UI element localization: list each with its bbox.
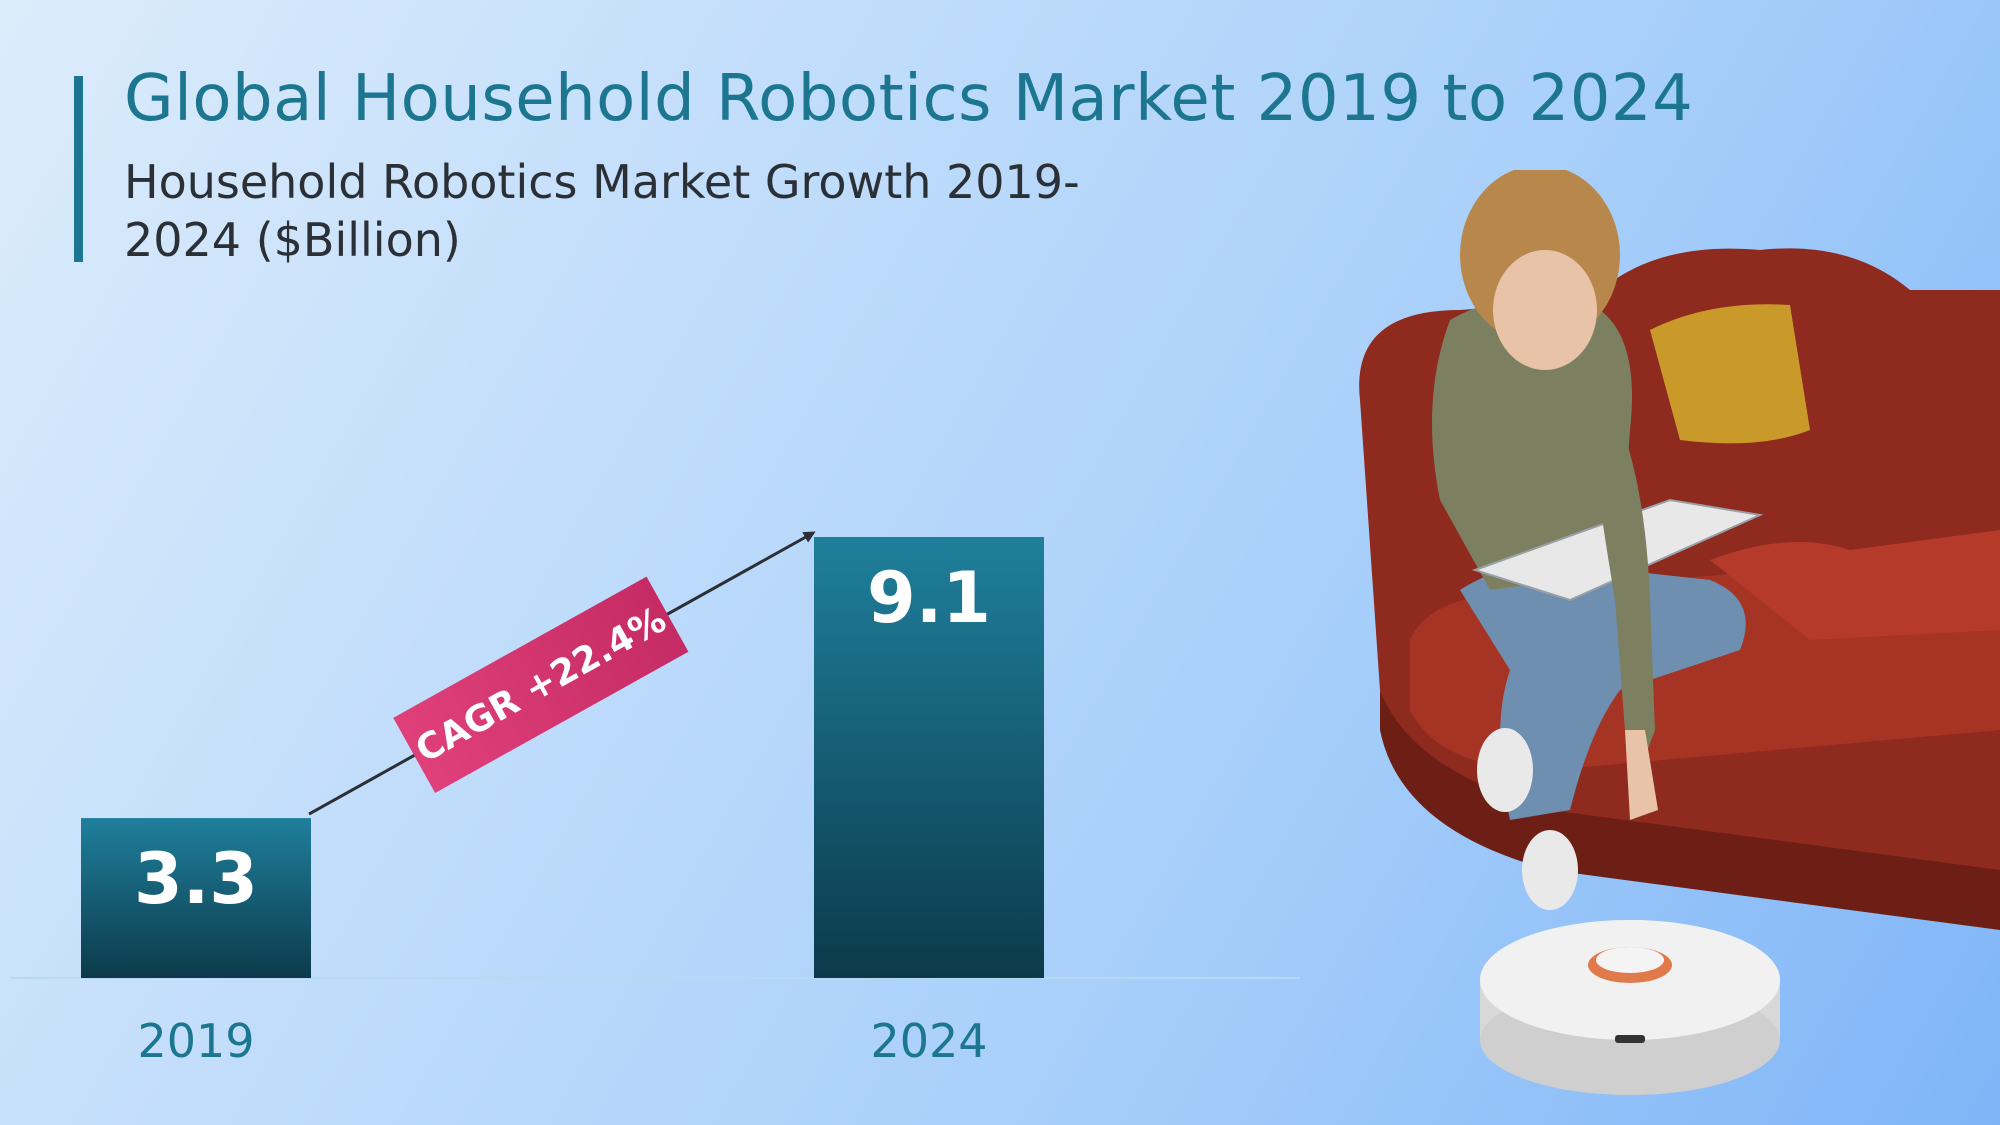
x-tick-label-2024: 2024 [870, 1014, 987, 1068]
cagr-annotation: CAGR +22.4% [393, 576, 689, 793]
data-label-2019: 3.3 [134, 838, 258, 920]
bar-series: 3.3 2019 9.1 2024 [81, 537, 1044, 1068]
page-title: Global Household Robotics Market 2019 to… [124, 62, 1694, 136]
title-accent-bar [74, 76, 83, 262]
bar-2024 [814, 537, 1044, 978]
data-label-2024: 9.1 [867, 557, 991, 639]
x-tick-label-2019: 2019 [137, 1014, 254, 1068]
cagr-badge [393, 576, 689, 793]
cagr-label: CAGR +22.4% [409, 599, 673, 771]
bar-2019 [81, 818, 311, 978]
chart-subtitle: Household Robotics Market Growth 2019-20… [124, 155, 1080, 267]
woman-sofa-robot-vacuum-illustration [1359, 170, 2000, 1095]
